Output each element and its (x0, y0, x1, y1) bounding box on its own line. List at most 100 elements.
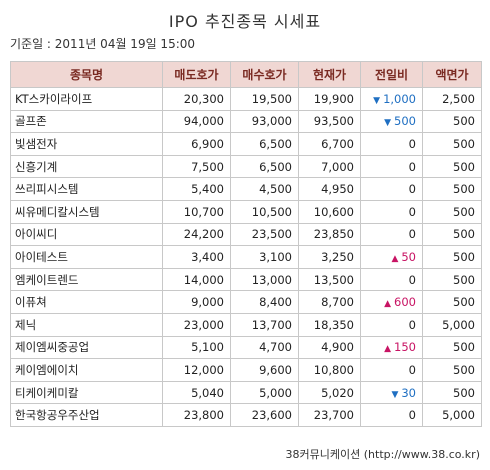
change-cell: ▼ 1,000 (360, 87, 423, 111)
col-header-price: 현재가 (298, 61, 361, 88)
table-row: 빛샘전자 6,900 6,500 6,700 0 500 (10, 132, 482, 156)
price-table: 종목명 매도호가 매수호가 현재가 전일비 액면가 KT스카이라이프 20,300… (10, 61, 482, 427)
change-cell: 0 (360, 358, 423, 382)
col-header-change: 전일비 (360, 61, 423, 88)
stock-name-cell: 티케이케미칼 (10, 380, 163, 405)
par-value-cell: 5,000 (422, 312, 482, 337)
change-value: 0 (408, 136, 416, 151)
table-row: 쓰리피시스템 5,400 4,500 4,950 0 500 (10, 177, 482, 201)
change-value: 50 (401, 249, 416, 264)
table-body: KT스카이라이프 20,300 19,500 19,900 ▼ 1,000 2,500 골프존… (10, 87, 482, 427)
change-cell: 0 (360, 154, 423, 179)
ask-price-cell: 20,300 (162, 87, 231, 111)
table-row: KT스카이라이프 20,300 19,500 19,900 ▼ 1,000 2,500 (10, 87, 482, 111)
bid-price-cell: 8,400 (230, 290, 299, 314)
change-value: 500 (394, 114, 416, 129)
ask-price-cell: 24,200 (162, 222, 231, 247)
col-header-name: 종목명 (10, 61, 163, 88)
base-time: 기준일 : 2011년 04월 19일 15:00 (10, 37, 196, 51)
down-triangle-icon: ▼ (373, 95, 381, 106)
table-row: 엠케이트렌드 14,000 13,000 13,500 0 500 (10, 267, 482, 292)
source-credit: 38커뮤니케이션 (http://www.38.co.kr) (285, 448, 480, 461)
par-value-cell: 500 (422, 222, 482, 247)
bid-price-cell: 4,700 (230, 335, 299, 360)
stock-name-cell: 빛샘전자 (10, 132, 163, 156)
stock-name-cell: 케이엠에이치 (10, 358, 163, 382)
change-value: 0 (408, 159, 416, 174)
change-value: 0 (408, 204, 416, 219)
current-price-cell: 6,700 (298, 132, 361, 156)
stock-name-cell: 신흥기계 (10, 154, 163, 179)
change-value: 0 (408, 408, 416, 423)
stock-name-cell: 제이엠씨중공업 (10, 335, 163, 360)
change-value: 0 (408, 272, 416, 287)
current-price-cell: 7,000 (298, 154, 361, 179)
bid-price-cell: 93,000 (230, 109, 299, 134)
table-row: 골프존 94,000 93,000 93,500 ▼ 500 500 (10, 109, 482, 134)
down-triangle-icon: ▼ (391, 389, 399, 400)
table-row: 씨유메디칼시스템 10,700 10,500 10,600 0 500 (10, 199, 482, 224)
bid-price-cell: 23,600 (230, 403, 299, 427)
table-row: 티케이케미칼 5,040 5,000 5,020 ▼ 30 500 (10, 380, 482, 405)
change-value: 150 (394, 340, 416, 355)
bid-price-cell: 19,500 (230, 87, 299, 111)
ask-price-cell: 23,800 (162, 403, 231, 427)
col-header-par: 액면가 (422, 61, 482, 88)
up-triangle-icon: ▲ (384, 299, 392, 310)
ask-price-cell: 7,500 (162, 154, 231, 179)
ask-price-cell: 5,400 (162, 177, 231, 201)
change-cell: 0 (360, 132, 423, 156)
col-header-ask: 매도호가 (162, 61, 231, 88)
bid-price-cell: 4,500 (230, 177, 299, 201)
table-row: 제닉 23,000 13,700 18,350 0 5,000 (10, 312, 482, 337)
par-value-cell: 500 (422, 245, 482, 269)
table-row: 신흥기계 7,500 6,500 7,000 0 500 (10, 154, 482, 179)
stock-name-cell: 씨유메디칼시스템 (10, 199, 163, 224)
ask-price-cell: 5,040 (162, 380, 231, 405)
up-triangle-icon: ▲ (391, 253, 399, 264)
par-value-cell: 2,500 (422, 87, 482, 111)
bid-price-cell: 6,500 (230, 154, 299, 179)
ask-price-cell: 3,400 (162, 245, 231, 269)
current-price-cell: 23,700 (298, 403, 361, 427)
stock-name-cell: 이퓨쳐 (10, 290, 163, 314)
change-cell: 0 (360, 177, 423, 201)
table-row: 아이씨디 24,200 23,500 23,850 0 500 (10, 222, 482, 247)
par-value-cell: 500 (422, 267, 482, 292)
ask-price-cell: 10,700 (162, 199, 231, 224)
change-cell: ▲ 150 (360, 335, 423, 360)
current-price-cell: 4,900 (298, 335, 361, 360)
par-value-cell: 500 (422, 177, 482, 201)
par-value-cell: 500 (422, 132, 482, 156)
change-cell: ▲ 600 (360, 290, 423, 314)
table-row: 이퓨쳐 9,000 8,400 8,700 ▲ 600 500 (10, 290, 482, 314)
par-value-cell: 500 (422, 335, 482, 360)
change-cell: ▲ 50 (360, 245, 423, 269)
change-cell: ▼ 30 (360, 380, 423, 405)
current-price-cell: 10,800 (298, 358, 361, 382)
current-price-cell: 4,950 (298, 177, 361, 201)
table-row: 제이엠씨중공업 5,100 4,700 4,900 ▲ 150 500 (10, 335, 482, 360)
ask-price-cell: 9,000 (162, 290, 231, 314)
change-value: 0 (408, 362, 416, 377)
bid-price-cell: 5,000 (230, 380, 299, 405)
par-value-cell: 500 (422, 154, 482, 179)
current-price-cell: 13,500 (298, 267, 361, 292)
down-triangle-icon: ▼ (384, 118, 392, 129)
par-value-cell: 500 (422, 380, 482, 405)
table-row: 한국항공우주산업 23,800 23,600 23,700 0 5,000 (10, 403, 482, 427)
page-title: IPO 추진종목 시세표 (168, 12, 322, 31)
ask-price-cell: 23,000 (162, 312, 231, 337)
current-price-cell: 3,250 (298, 245, 361, 269)
bid-price-cell: 13,000 (230, 267, 299, 292)
current-price-cell: 93,500 (298, 109, 361, 134)
change-cell: 0 (360, 199, 423, 224)
table-row: 케이엠에이치 12,000 9,600 10,800 0 500 (10, 358, 482, 382)
par-value-cell: 500 (422, 290, 482, 314)
up-triangle-icon: ▲ (384, 344, 392, 355)
change-cell: 0 (360, 403, 423, 427)
stock-name-cell: 아이씨디 (10, 222, 163, 247)
current-price-cell: 23,850 (298, 222, 361, 247)
bid-price-cell: 3,100 (230, 245, 299, 269)
ask-price-cell: 5,100 (162, 335, 231, 360)
